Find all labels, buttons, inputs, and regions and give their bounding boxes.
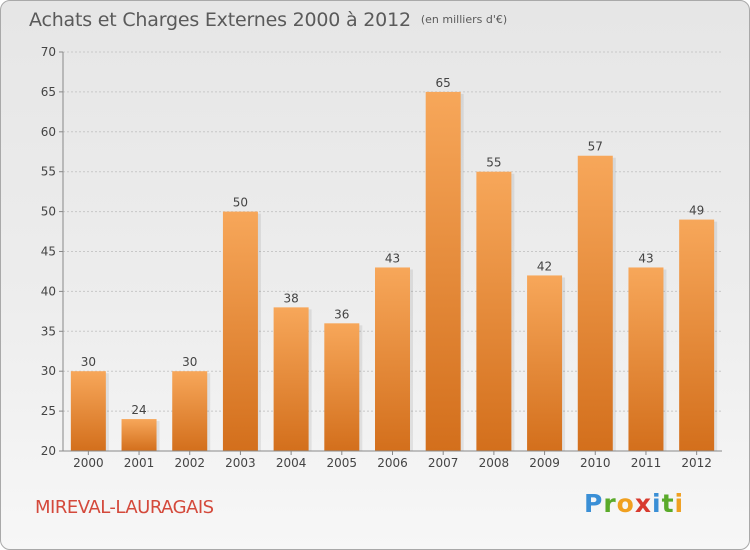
x-tick-label: 2007 (428, 456, 459, 470)
bar (70, 371, 106, 451)
proxiti-logo: Proxiti (584, 489, 684, 518)
value-label: 38 (283, 291, 298, 305)
x-tick-label: 2008 (479, 456, 510, 470)
title-row: Achats et Charges Externes 2000 à 2012 (e… (29, 9, 507, 31)
y-tick-label: 40 (41, 284, 56, 298)
bar (425, 91, 461, 452)
value-label: 57 (588, 140, 603, 154)
x-tick-label: 2002 (174, 456, 205, 470)
logo-letter: i (652, 489, 662, 518)
bar (222, 211, 258, 451)
bar (527, 275, 563, 451)
x-tick-label: 2004 (276, 456, 307, 470)
value-label: 43 (385, 251, 400, 265)
y-tick-label: 50 (41, 205, 56, 219)
bar (273, 307, 309, 451)
value-label: 24 (131, 403, 146, 417)
bar (679, 219, 715, 451)
y-tick-label: 25 (41, 404, 56, 418)
logo-letter: P (584, 489, 604, 518)
value-label: 50 (233, 196, 248, 210)
x-tick-label: 2005 (327, 456, 358, 470)
y-tick-label: 45 (41, 245, 56, 259)
value-label: 49 (689, 204, 704, 218)
bars (70, 91, 718, 452)
bar (628, 267, 664, 451)
chart-title: Achats et Charges Externes 2000 à 2012 (29, 9, 411, 31)
x-tick-label: 2003 (225, 456, 256, 470)
x-tick-label: 2011 (631, 456, 662, 470)
bar (172, 371, 208, 451)
logo-letter: x (634, 489, 652, 518)
bar (375, 267, 410, 451)
logo-letter: o (616, 489, 635, 518)
y-tick-label: 20 (41, 444, 56, 458)
x-tick-label: 2009 (529, 456, 560, 470)
logo-letter: t (661, 489, 675, 518)
bar (121, 419, 157, 451)
value-labels: 30 24 30 50 38 36 43 65 55 42 57 43 49 (81, 76, 705, 417)
x-tick-label: 2006 (377, 456, 408, 470)
y-tick-label: 70 (41, 45, 56, 59)
y-tick-label: 60 (41, 125, 56, 139)
bar (476, 171, 512, 451)
y-tick-label: 65 (41, 85, 56, 99)
y-tick-label: 35 (41, 324, 56, 338)
x-tick-label: 2000 (73, 456, 104, 470)
value-label: 43 (638, 251, 653, 265)
value-label: 42 (537, 259, 552, 273)
logo-letter: r (603, 489, 617, 518)
logo-letter: i (674, 489, 685, 518)
bar (577, 155, 613, 452)
axes: 20 25 30 35 40 45 50 55 60 65 70 2000 2001 2002 2003 20… (41, 45, 722, 470)
x-tick-label: 2001 (124, 456, 155, 470)
y-tick-label: 55 (41, 165, 56, 179)
value-label: 36 (334, 307, 349, 321)
value-label: 30 (182, 355, 197, 369)
commune-name: MIREVAL-LAURAGAIS (35, 497, 214, 518)
y-tick-label: 30 (41, 364, 56, 378)
value-label: 55 (486, 156, 501, 170)
x-tick-label: 2010 (580, 456, 611, 470)
bar (324, 323, 360, 451)
value-label: 30 (81, 355, 96, 369)
x-tick-label: 2012 (681, 456, 712, 470)
chart-subtitle: (en milliers d'€) (420, 13, 508, 26)
value-label: 65 (436, 76, 451, 90)
